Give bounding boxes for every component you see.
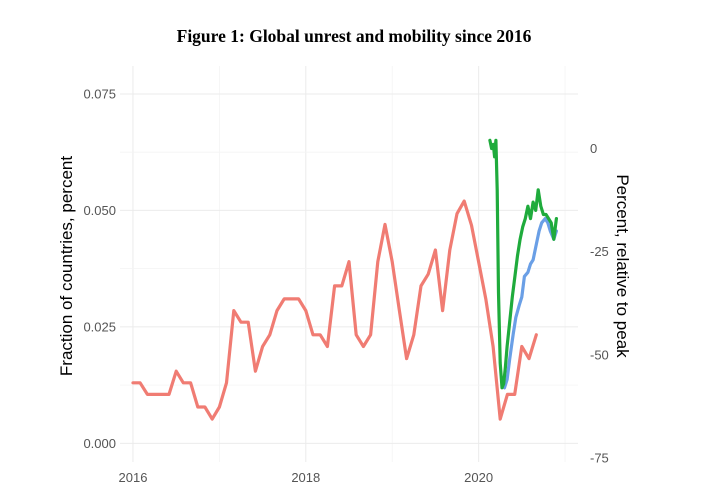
y2-tick-label: 0 [590,141,597,156]
series-line [502,217,559,390]
y-tick-label: 0.050 [83,203,116,218]
y-axis-title: Fraction of countries, percent [57,156,76,376]
series-line [131,199,538,421]
secondary-y-axis-title: Percent, relative to peak [613,174,632,358]
y2-tick-label: -25 [590,244,609,259]
y-tick-label: 0.000 [83,436,116,451]
x-tick-label: 2020 [464,470,493,482]
chart-title: Figure 1: Global unrest and mobility sin… [176,26,532,46]
y-tick-label: 0.075 [83,86,116,101]
y2-tick-label: -50 [590,347,609,362]
x-tick-label: 2016 [119,470,148,482]
y2-tick-label: -75 [590,450,609,465]
series-lines [131,138,559,421]
x-tick-label: 2018 [291,470,320,482]
y-tick-label: 0.025 [83,319,116,334]
tick-labels: 2016 2018 2020 0.000 0.025 0.050 0.075 0 -25 -50 -… [83,86,608,482]
series-line [488,138,559,390]
